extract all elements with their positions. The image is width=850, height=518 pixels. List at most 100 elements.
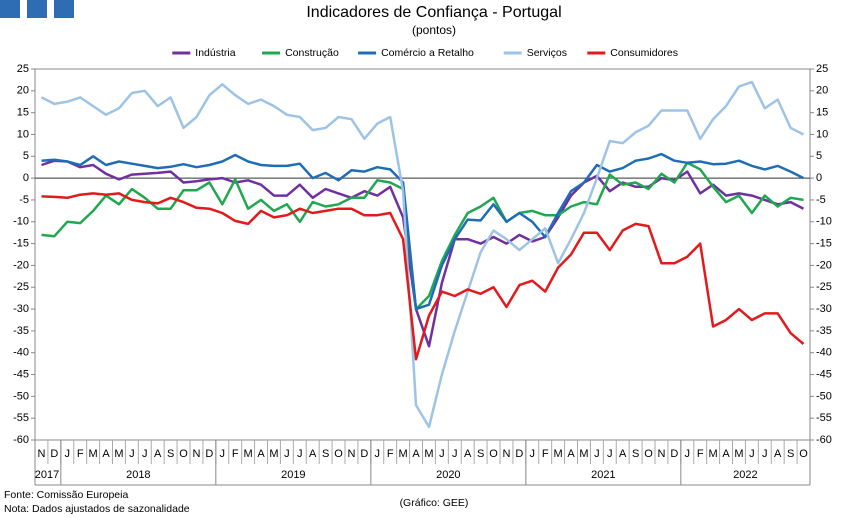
y2-tick-label: -20 [816, 259, 832, 271]
y2-tick-label: 20 [816, 85, 828, 97]
y-tick-label: -35 [13, 325, 29, 337]
x-tick-label: S [167, 448, 174, 460]
x-tick-label: O [179, 448, 188, 460]
x-tick-label: O [799, 448, 808, 460]
x-tick-label: J [220, 448, 226, 460]
x-tick-label: D [205, 448, 213, 460]
y-tick-label: -50 [13, 390, 29, 402]
note: Nota: Dados ajustados de sazonalidade [4, 503, 190, 515]
y2-tick-label: -10 [816, 216, 832, 228]
icon [0, 0, 20, 18]
y-tick-label: -40 [13, 347, 29, 359]
legend-label: Consumidores [610, 47, 678, 59]
source: Fonte: Comissão Europeia [4, 489, 128, 501]
x-tick-label: A [567, 448, 575, 460]
x-tick-label: J [142, 448, 148, 460]
y2-tick-label: -15 [816, 237, 832, 249]
x-tick-label: D [360, 448, 368, 460]
y-tick-label: 10 [17, 128, 29, 140]
x-tick-label: A [412, 448, 420, 460]
y-tick-label: -15 [13, 237, 29, 249]
y2-tick-label: -50 [816, 390, 832, 402]
x-tick-label: S [787, 448, 794, 460]
icon [27, 0, 47, 18]
y-tick-label: 0 [23, 172, 29, 184]
x-tick-label: A [722, 448, 730, 460]
y2-tick-label: 5 [816, 150, 822, 162]
y-tick-label: -55 [13, 412, 29, 424]
x-tick-label: M [114, 448, 123, 460]
chart-subtitle: (pontos) [412, 23, 456, 37]
year-label: 2017 [35, 469, 59, 481]
x-tick-label: O [489, 448, 498, 460]
x-tick-label: N [37, 448, 45, 460]
y-tick-label: 25 [17, 63, 29, 75]
series-line [41, 161, 804, 311]
x-tick-label: A [102, 448, 110, 460]
y-tick-label: -5 [19, 194, 29, 206]
x-tick-label: J [297, 448, 303, 460]
year-label: 2018 [126, 469, 150, 481]
x-tick-label: M [89, 448, 98, 460]
y-tick-label: -45 [13, 368, 29, 380]
x-tick-label: J [749, 448, 755, 460]
icon [54, 0, 74, 18]
year-label: 2020 [436, 469, 460, 481]
x-tick-label: S [632, 448, 639, 460]
year-label: 2019 [281, 469, 305, 481]
x-tick-label: D [670, 448, 678, 460]
x-tick-label: S [322, 448, 329, 460]
x-tick-label: N [347, 448, 355, 460]
year-label: 2021 [591, 469, 615, 481]
series-line [41, 192, 805, 361]
x-tick-label: F [387, 448, 394, 460]
y2-tick-label: 10 [816, 128, 828, 140]
x-tick-label: J [439, 448, 445, 460]
x-tick-label: J [762, 448, 768, 460]
chart-title: Indicadores de Confiança - Portugal [306, 4, 561, 21]
x-tick-label: M [244, 448, 253, 460]
y2-tick-label: -60 [816, 434, 832, 446]
x-tick-label: N [502, 448, 510, 460]
y-tick-label: 15 [17, 107, 29, 119]
x-tick-label: D [50, 448, 58, 460]
x-tick-label: M [579, 448, 588, 460]
x-tick-label: A [619, 448, 627, 460]
y2-tick-label: -25 [816, 281, 832, 293]
x-tick-label: F [232, 448, 239, 460]
x-tick-label: M [424, 448, 433, 460]
y2-tick-label: 25 [816, 63, 828, 75]
legend-label: Construção [285, 47, 339, 59]
x-tick-label: O [334, 448, 343, 460]
x-tick-label: J [685, 448, 691, 460]
y-tick-label: -30 [13, 303, 29, 315]
x-tick-label: J [530, 448, 536, 460]
x-tick-label: J [607, 448, 613, 460]
x-tick-label: F [77, 448, 84, 460]
y2-tick-label: -35 [816, 325, 832, 337]
y2-tick-label: 0 [816, 172, 822, 184]
x-tick-label: D [515, 448, 523, 460]
y2-tick-label: -40 [816, 347, 832, 359]
x-tick-label: A [774, 448, 782, 460]
year-label: 2022 [733, 469, 757, 481]
y2-tick-label: -55 [816, 412, 832, 424]
legend-label: Comércio a Retalho [381, 47, 474, 59]
x-tick-label: J [65, 448, 71, 460]
x-tick-label: M [269, 448, 278, 460]
x-tick-label: A [257, 448, 265, 460]
series-line [41, 152, 805, 311]
y2-tick-label: -30 [816, 303, 832, 315]
y-tick-label: -25 [13, 281, 29, 293]
x-tick-label: J [284, 448, 290, 460]
x-tick-label: N [192, 448, 200, 460]
y-tick-label: 20 [17, 85, 29, 97]
x-tick-label: J [129, 448, 135, 460]
y-tick-label: 5 [23, 150, 29, 162]
x-tick-label: M [709, 448, 718, 460]
x-tick-label: J [594, 448, 600, 460]
x-tick-label: M [554, 448, 563, 460]
x-tick-label: J [375, 448, 381, 460]
x-tick-label: S [477, 448, 484, 460]
y-tick-label: -20 [13, 259, 29, 271]
